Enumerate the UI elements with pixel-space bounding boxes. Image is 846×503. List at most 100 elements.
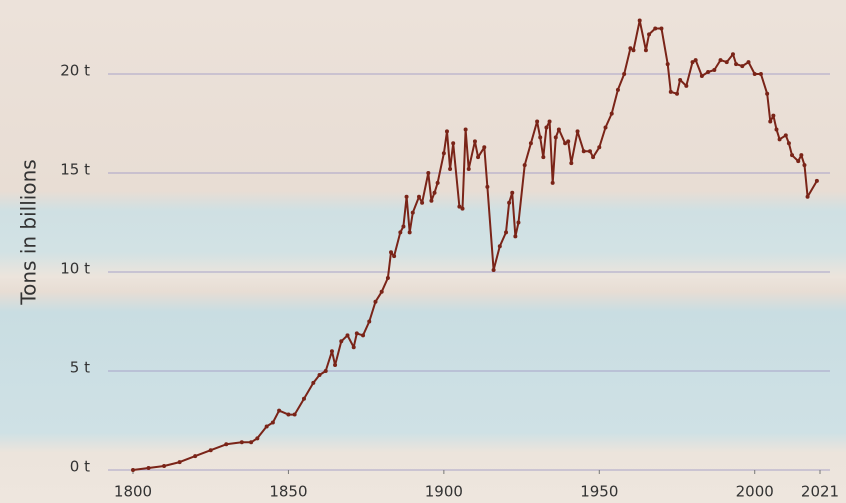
data-point	[802, 163, 807, 168]
data-point	[401, 224, 406, 229]
y-tick-label: 10 t	[60, 260, 90, 278]
data-point	[317, 372, 322, 377]
data-point	[339, 339, 344, 344]
data-point	[538, 135, 543, 140]
data-point	[615, 87, 620, 92]
data-point	[432, 190, 437, 195]
x-tick-label: 1950	[580, 483, 618, 501]
x-tick-label: 1800	[114, 483, 152, 501]
data-point	[444, 129, 449, 134]
data-point	[177, 460, 182, 465]
data-point	[591, 155, 596, 160]
y-axis-label: Tons in billions	[17, 159, 41, 305]
data-point	[361, 333, 366, 338]
data-point	[345, 333, 350, 338]
data-point	[765, 91, 770, 96]
data-point	[643, 48, 648, 53]
data-point	[323, 369, 328, 373]
data-point	[622, 72, 627, 76]
data-point	[286, 412, 291, 417]
data-point	[404, 194, 409, 199]
data-point	[329, 349, 334, 354]
data-point	[783, 133, 788, 138]
data-point	[678, 77, 683, 82]
data-point	[528, 141, 533, 146]
y-tick-label: 20 t	[60, 62, 90, 80]
data-point	[718, 58, 723, 63]
data-point	[712, 68, 717, 73]
x-tick-label: 1850	[269, 483, 307, 501]
data-point	[730, 52, 735, 57]
data-point	[426, 171, 431, 175]
data-point	[407, 230, 412, 235]
data-point	[706, 70, 711, 75]
data-point	[451, 141, 456, 146]
data-point	[637, 18, 642, 23]
data-point	[420, 200, 425, 205]
x-tick-label: 1900	[425, 483, 463, 501]
data-point	[553, 135, 558, 140]
x-tick-label: 2000	[736, 483, 774, 501]
data-point	[441, 151, 446, 156]
data-line	[132, 19, 818, 471]
data-point	[379, 289, 384, 294]
data-point	[675, 91, 680, 96]
data-point	[690, 60, 695, 65]
data-point	[224, 442, 229, 447]
data-point	[277, 408, 282, 413]
data-point	[311, 380, 316, 385]
data-point	[497, 244, 502, 249]
data-point	[609, 111, 614, 116]
data-point	[668, 89, 673, 94]
data-point	[193, 454, 198, 459]
data-point	[482, 145, 487, 150]
data-point	[457, 204, 462, 209]
y-tick-label: 5 t	[70, 359, 90, 377]
y-tick-label: 0 t	[70, 458, 90, 476]
data-point	[507, 200, 512, 205]
data-point	[466, 167, 471, 172]
data-point	[647, 32, 652, 37]
data-point	[354, 331, 359, 336]
data-point	[693, 58, 698, 63]
data-point	[410, 210, 415, 215]
data-point	[569, 161, 574, 166]
data-point	[416, 194, 421, 199]
data-point	[448, 167, 453, 172]
data-point	[510, 190, 515, 195]
data-point	[491, 268, 496, 273]
data-point	[264, 424, 269, 429]
data-point	[752, 72, 757, 76]
data-point	[575, 129, 580, 134]
data-point	[774, 127, 779, 132]
data-point	[373, 299, 378, 304]
data-point	[758, 72, 763, 76]
data-point	[563, 141, 568, 146]
data-point	[581, 149, 586, 154]
data-point	[513, 234, 518, 239]
data-point	[472, 139, 477, 144]
data-point	[255, 436, 260, 441]
data-point	[485, 184, 490, 189]
data-point	[746, 60, 751, 65]
data-point	[463, 127, 468, 132]
data-point	[239, 440, 244, 445]
data-point	[768, 119, 773, 124]
data-point	[504, 230, 509, 235]
data-point	[566, 139, 571, 144]
data-point	[146, 466, 151, 471]
data-point	[771, 113, 776, 118]
data-point	[460, 206, 465, 211]
data-point	[162, 464, 167, 469]
data-point	[786, 141, 791, 146]
data-point	[603, 125, 608, 130]
data-point	[556, 127, 561, 132]
data-point	[435, 180, 440, 185]
data-point	[597, 145, 602, 150]
data-point	[740, 64, 745, 69]
data-point	[389, 250, 394, 255]
data-point	[398, 230, 403, 235]
data-point	[799, 153, 804, 158]
data-point	[292, 412, 297, 417]
